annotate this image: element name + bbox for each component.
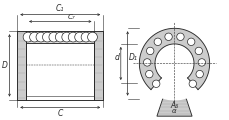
Circle shape (153, 38, 161, 45)
Circle shape (154, 44, 193, 83)
Polygon shape (149, 63, 199, 101)
Text: D₁: D₁ (128, 54, 137, 63)
Circle shape (81, 32, 90, 42)
Bar (17, 31, 26, 100)
Circle shape (23, 32, 33, 42)
Circle shape (164, 33, 172, 40)
Circle shape (42, 32, 52, 42)
Circle shape (194, 47, 202, 55)
Polygon shape (156, 99, 191, 116)
Circle shape (74, 32, 84, 42)
Text: C₇: C₇ (68, 14, 75, 20)
Circle shape (139, 28, 209, 99)
Circle shape (36, 32, 46, 42)
Circle shape (87, 32, 97, 42)
Bar (17, 31, 103, 100)
Circle shape (30, 32, 39, 42)
Circle shape (49, 32, 58, 42)
Circle shape (55, 32, 65, 42)
Text: α: α (172, 108, 176, 114)
Circle shape (152, 80, 159, 87)
Circle shape (188, 80, 196, 87)
Circle shape (145, 70, 152, 78)
Circle shape (68, 32, 78, 42)
Text: C₁: C₁ (56, 4, 64, 13)
Text: D: D (2, 61, 8, 70)
Bar (26, 31, 94, 43)
Bar (94, 31, 103, 100)
Circle shape (176, 33, 183, 40)
Text: d: d (114, 54, 119, 63)
Circle shape (62, 32, 71, 42)
Text: A₆: A₆ (170, 101, 178, 110)
Circle shape (146, 47, 153, 55)
Bar (26, 31, 94, 100)
Circle shape (143, 59, 150, 66)
Circle shape (187, 38, 194, 45)
Text: C: C (57, 109, 63, 118)
Circle shape (197, 59, 205, 66)
Circle shape (195, 70, 202, 78)
